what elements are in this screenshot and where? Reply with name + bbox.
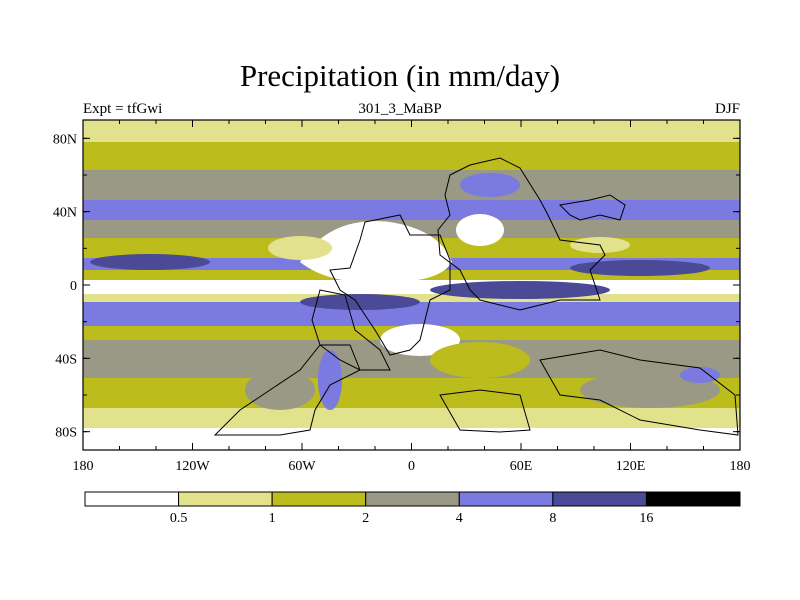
x-tick-label: 60E (510, 459, 533, 474)
season-label: DJF (714, 101, 740, 117)
y-tick-label: 80N (53, 132, 77, 147)
x-tick-label: 0 (408, 459, 415, 474)
y-tick-label: 40S (55, 352, 77, 367)
colorbar-label: 0.5 (170, 511, 188, 526)
colorbar-swatch (271, 491, 367, 507)
colorbar-swatch (552, 491, 647, 507)
x-tick-label: 120W (175, 459, 210, 474)
experiment-label: Expt = tfGwi (83, 101, 163, 117)
y-tick-label: 40N (53, 206, 77, 221)
x-tick-label: 180 (73, 459, 94, 474)
colorbar: 0.5 1 2 4 8 16 (84, 491, 741, 526)
colorbar-swatch (365, 491, 460, 507)
colorbar-label: 4 (456, 511, 463, 526)
y-axis: 80N 40N 0 40S 80S (53, 132, 740, 441)
colorbar-swatch (178, 491, 273, 507)
map-plot-area (83, 120, 740, 450)
colorbar-swatch (84, 491, 180, 507)
colorbar-label: 2 (362, 511, 369, 526)
period-label: 301_3_MaBP (358, 101, 442, 117)
y-tick-label: 0 (70, 279, 77, 294)
coastline-outlines (213, 157, 739, 436)
x-tick-label: 60W (288, 459, 316, 474)
colorbar-swatch (458, 491, 554, 507)
colorbar-label: 8 (549, 511, 556, 526)
x-tick-label: 180 (730, 459, 751, 474)
plot-title: Precipitation (in mm/day) (239, 58, 561, 93)
colorbar-swatch (645, 491, 741, 507)
colorbar-label: 16 (639, 511, 653, 526)
x-axis: 180 120W 60W 0 60E 120E 180 (73, 120, 751, 474)
x-tick-label: 120E (616, 459, 646, 474)
colorbar-label: 1 (269, 511, 276, 526)
y-tick-label: 80S (55, 426, 77, 441)
